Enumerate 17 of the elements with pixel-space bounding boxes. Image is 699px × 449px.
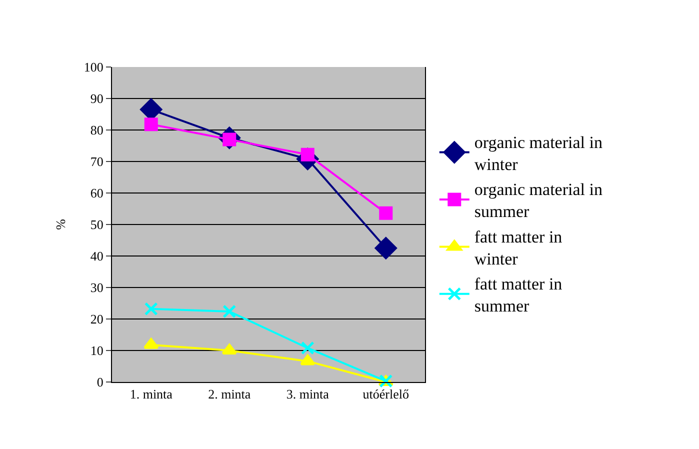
- y-tick-label: 60: [90, 186, 104, 201]
- y-axis-title: %: [52, 218, 68, 230]
- y-tick-label: 50: [90, 217, 104, 232]
- y-tick-label: 20: [90, 312, 104, 327]
- y-tick-label: 30: [90, 280, 104, 296]
- x-tick-label: 2. minta: [208, 386, 251, 402]
- x-tick-label: 1. minta: [130, 386, 173, 402]
- y-tick-label: 0: [96, 374, 104, 390]
- legend-label: fatt matter in summer: [474, 274, 563, 316]
- y-tick-label: 80: [90, 122, 104, 138]
- y-tick-label: 70: [90, 154, 104, 170]
- y-tick-label: 40: [90, 248, 104, 264]
- y-tick-label: 100: [84, 60, 104, 75]
- y-tick-label: 10: [90, 343, 104, 358]
- x-tick-label: 3. minta: [286, 386, 330, 402]
- x-tick-label: utóérlelő: [362, 386, 409, 402]
- y-tick-label: 90: [90, 91, 104, 106]
